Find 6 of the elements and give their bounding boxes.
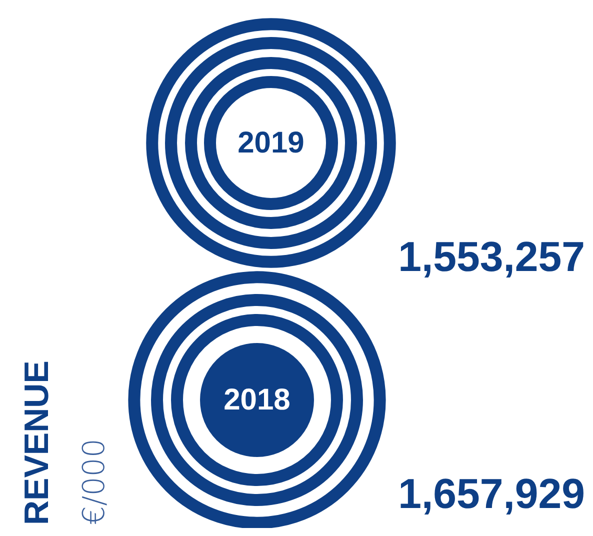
text: €/000 [77,438,112,525]
data-label: 1,657,929 [398,470,585,517]
category-label: 2019 [238,126,304,160]
category-label: 2018 [224,383,290,416]
data-label: 1,553,257 [398,233,585,280]
text: REVENUE [18,360,56,525]
